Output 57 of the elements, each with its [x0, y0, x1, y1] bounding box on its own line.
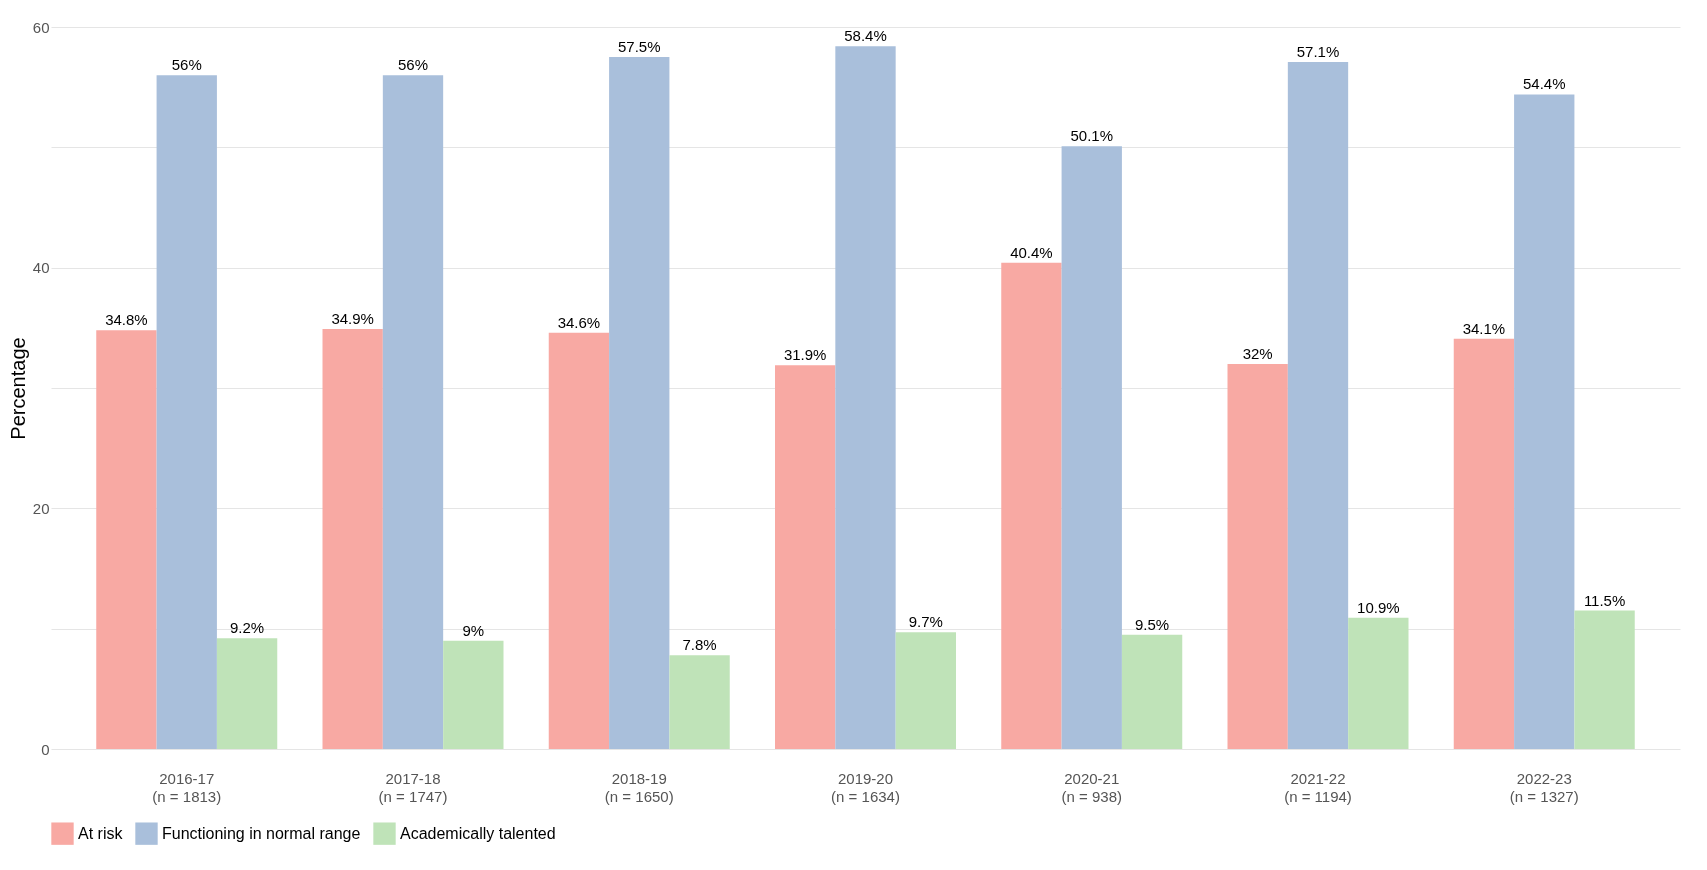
bar: [835, 46, 896, 749]
data-label: 31.9%: [783, 346, 827, 364]
bar: [1453, 338, 1515, 749]
bar: [1514, 94, 1575, 749]
data-label: 57.5%: [617, 38, 661, 56]
data-label: 58.4%: [844, 27, 887, 45]
data-label: 40.4%: [1010, 243, 1053, 261]
data-label: 56%: [171, 56, 202, 74]
bar: [443, 640, 504, 749]
data-label: 9.5%: [1134, 615, 1170, 633]
legend-label: At risk: [78, 824, 124, 842]
x-tick-label: 2019-20 (n = 1634): [831, 769, 900, 805]
bar: [1001, 262, 1062, 749]
bar: [1574, 610, 1635, 749]
bar: [775, 365, 836, 749]
bar: [156, 75, 217, 749]
y-tick-label: 40: [32, 259, 50, 277]
x-tick-label: 2021-22 (n = 1194): [1284, 769, 1352, 805]
data-label: 34.9%: [331, 310, 374, 328]
bar: [96, 330, 157, 749]
bar: [322, 329, 383, 749]
bar: [1061, 146, 1122, 749]
bar: [216, 638, 278, 749]
x-tick-label: 2022-23 (n = 1327): [1509, 769, 1579, 805]
legend-label: Academically talented: [400, 824, 556, 842]
x-tick-label: 2020-21 (n = 938): [1061, 769, 1122, 805]
data-label: 50.1%: [1070, 127, 1114, 145]
data-label: 56%: [397, 56, 429, 74]
data-label: 10.9%: [1357, 598, 1400, 616]
bar: [1227, 363, 1288, 749]
x-tick-label: 2017-18 (n = 1747): [378, 769, 448, 805]
y-tick-label: 60: [32, 18, 50, 36]
legend-label: Functioning in normal range: [162, 824, 361, 842]
x-tick-label: 2018-19 (n = 1650): [604, 769, 674, 805]
bar: [1121, 634, 1183, 749]
data-label: 7.8%: [682, 636, 717, 654]
data-label: 57.1%: [1296, 42, 1340, 60]
data-label: 34.6%: [557, 313, 601, 331]
y-tick-label: 20: [32, 499, 50, 517]
data-label: 34.8%: [105, 311, 148, 329]
bar: [548, 332, 610, 749]
bar: [669, 655, 730, 749]
bar: [895, 632, 956, 749]
y-tick-label: 0: [41, 740, 50, 758]
data-label: 34.1%: [1462, 319, 1506, 337]
bar: [609, 57, 670, 749]
data-label: 9.2%: [229, 619, 265, 637]
data-label: 32%: [1242, 344, 1273, 362]
data-label: 54.4%: [1522, 75, 1566, 93]
y-axis-title: Percentage: [6, 337, 29, 440]
x-tick-label: 2016-17 (n = 1813): [152, 769, 222, 805]
bar: [1348, 617, 1409, 749]
data-label: 9%: [462, 621, 485, 639]
data-label: 9.7%: [908, 613, 943, 631]
bar: [1287, 61, 1349, 749]
data-label: 11.5%: [1583, 591, 1626, 609]
bar: [382, 75, 444, 749]
